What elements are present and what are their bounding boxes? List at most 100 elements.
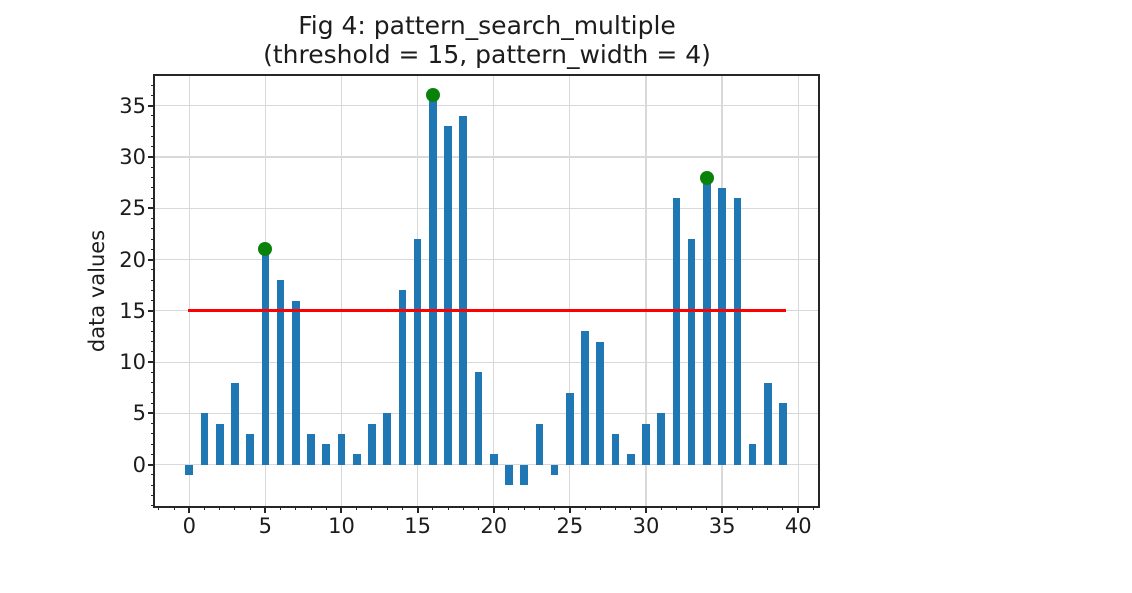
bar [581,331,589,465]
y-tick-label: 30 [119,145,146,170]
gridline-horizontal [155,258,818,261]
bar [763,382,772,465]
x-minor-tick [538,506,540,510]
bar [672,198,681,465]
x-major-tick [340,506,343,513]
x-minor-tick [447,506,449,510]
bar [352,454,361,465]
gridline-vertical [645,76,647,506]
y-minor-tick [151,136,155,137]
x-minor-tick [584,506,586,510]
bar [185,464,194,475]
x-minor-tick [249,506,251,510]
y-tick-label: 20 [119,247,146,272]
y-minor-tick [151,351,155,353]
y-tick-label: 10 [119,350,146,375]
bar [718,187,726,465]
x-minor-tick [675,506,677,510]
x-minor-tick [554,506,556,510]
y-minor-tick [151,453,155,455]
x-minor-tick [782,506,784,510]
x-minor-tick [478,506,479,510]
bar [642,423,650,465]
x-minor-tick [615,506,617,510]
y-minor-tick [151,238,155,240]
y-tick-label: 0 [132,452,146,477]
x-minor-tick [386,506,388,510]
y-minor-tick [151,494,155,496]
bar [748,444,757,465]
y-minor-tick [151,371,155,373]
y-minor-tick [151,146,155,148]
x-minor-tick [752,506,754,510]
x-minor-tick [203,506,205,510]
bar [200,413,209,465]
bar [626,454,635,465]
gridline-horizontal [155,464,818,466]
x-major-tick [644,506,647,513]
y-tick-label: 15 [119,298,146,323]
bar [779,403,787,465]
x-tick-label: 40 [784,514,812,538]
y-minor-tick [151,341,155,343]
chart-title-line2: (threshold = 15, pattern_width = 4) [263,40,711,69]
x-major-tick [568,506,571,513]
x-minor-tick [630,506,632,510]
gridline-vertical [188,76,190,506]
x-minor-tick [736,506,738,510]
bar [611,433,620,465]
chart-title-line1: Fig 4: pattern_search_multiple [298,11,676,40]
y-tick-label: 35 [119,93,146,118]
bar [566,392,574,465]
x-major-tick [264,506,267,513]
x-minor-tick [462,506,464,510]
bar [276,280,285,465]
bar [368,423,376,465]
x-minor-tick [325,506,327,510]
gridline-horizontal [155,156,818,158]
bar [535,423,544,465]
y-minor-tick [151,94,155,96]
bar [337,433,346,465]
x-minor-tick [660,506,662,510]
bar [398,290,407,465]
y-minor-tick [151,125,155,127]
bar [550,464,559,475]
y-minor-tick [151,320,155,322]
y-minor-tick [151,300,155,302]
y-minor-tick [151,84,155,86]
y-minor-tick [151,269,155,271]
y-minor-tick [151,115,155,117]
y-minor-tick [151,279,155,281]
bar [429,95,437,465]
y-major-tick [148,361,155,364]
bar [215,423,224,465]
y-minor-tick [151,474,155,476]
x-major-tick [416,506,419,513]
x-minor-tick [706,506,708,510]
bar [687,239,696,465]
gridline-vertical [569,76,571,506]
y-minor-tick [151,330,155,332]
y-major-tick [148,309,155,312]
y-minor-tick [151,443,155,445]
y-minor-tick [151,484,155,486]
y-major-tick [148,104,155,107]
x-major-tick [188,506,191,513]
threshold-line [187,309,787,313]
x-tick-label: 15 [404,514,431,538]
x-minor-tick [523,506,525,510]
x-tick-label: 10 [328,514,355,538]
x-minor-tick [356,506,358,510]
x-minor-tick [310,506,312,510]
y-minor-tick [151,505,155,507]
x-tick-label: 25 [556,514,584,538]
y-minor-tick [151,402,155,404]
x-major-tick [492,506,495,513]
bar [505,464,513,486]
y-major-tick [148,258,155,261]
y-minor-tick [151,423,155,425]
y-major-tick [148,463,155,466]
gridline-vertical [340,76,343,506]
